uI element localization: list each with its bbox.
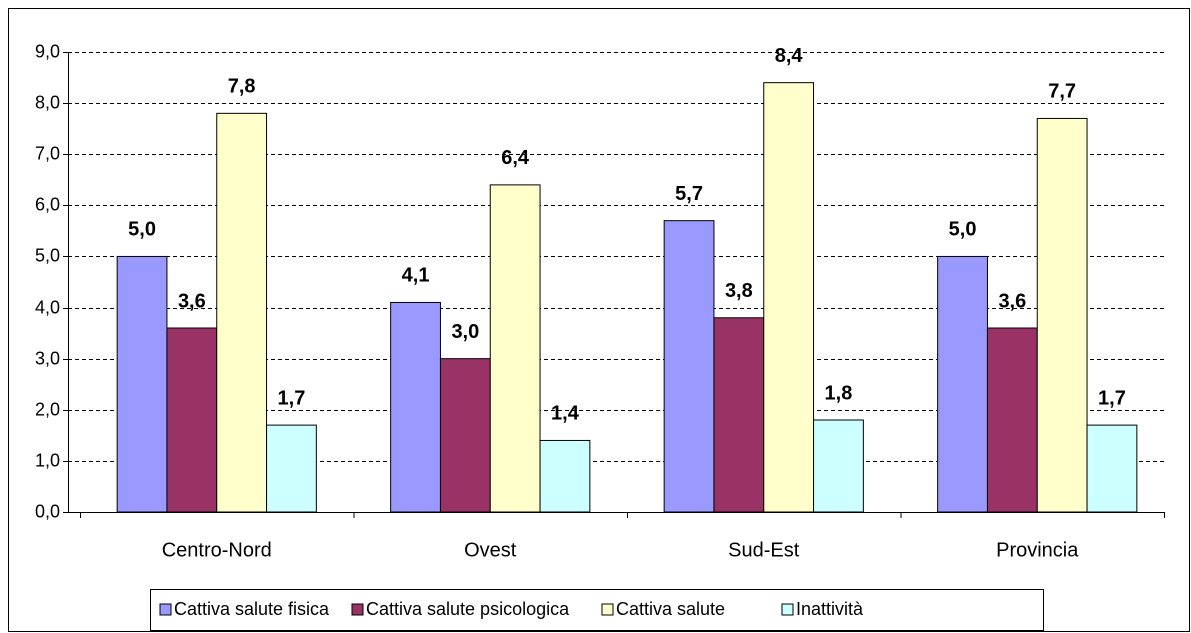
y-tick-label: 6,0 — [35, 194, 60, 214]
value-label: 6,4 — [501, 147, 530, 169]
value-label: 5,7 — [675, 183, 703, 205]
bar — [489, 184, 541, 513]
y-tick-label: 9,0 — [35, 41, 60, 61]
chart-border — [8, 8, 1190, 632]
legend-label: Cattiva salute fisica — [174, 599, 330, 619]
legend-swatch — [159, 603, 172, 616]
x-tick-label: Provincia — [996, 539, 1079, 561]
value-label: 3,6 — [178, 290, 206, 312]
value-label: 3,6 — [998, 290, 1026, 312]
bar — [539, 439, 591, 513]
y-tick-label: 4,0 — [35, 297, 60, 317]
x-tick-label: Centro-Nord — [162, 539, 272, 561]
legend-box — [150, 589, 1044, 631]
value-label: 5,0 — [949, 219, 977, 241]
bar — [1086, 424, 1138, 513]
bar — [1036, 117, 1088, 513]
y-tick-label: 5,0 — [35, 245, 60, 265]
value-label: 4,1 — [402, 265, 430, 287]
legend-swatch — [601, 603, 614, 616]
x-tick-label: Sud-Est — [728, 539, 800, 561]
bar — [116, 255, 168, 513]
value-label: 7,8 — [228, 76, 256, 98]
bar — [763, 82, 815, 513]
x-tick-label: Ovest — [464, 539, 517, 561]
value-label: 3,0 — [451, 321, 479, 343]
value-label: 8,4 — [775, 45, 804, 67]
legend-label: Inattività — [796, 599, 864, 619]
bar — [266, 424, 317, 513]
y-tick-label: 3,0 — [35, 348, 60, 368]
value-label: 1,7 — [278, 387, 306, 409]
y-tick-label: 1,0 — [35, 450, 60, 470]
y-tick-label: 8,0 — [35, 92, 60, 112]
y-tick-label: 7,0 — [35, 143, 60, 163]
value-label: 1,7 — [1098, 387, 1126, 409]
y-tick-label: 2,0 — [35, 399, 60, 419]
bar — [713, 317, 765, 513]
bar — [937, 255, 988, 513]
bar — [166, 327, 218, 513]
value-label: 3,8 — [725, 280, 753, 302]
bar — [986, 327, 1038, 513]
bar — [439, 358, 491, 513]
bar — [216, 112, 268, 513]
value-label: 1,8 — [825, 382, 853, 404]
bar — [663, 220, 715, 513]
legend-swatch — [351, 603, 364, 616]
bar — [390, 301, 441, 513]
value-label: 1,4 — [551, 403, 580, 425]
value-label: 5,0 — [128, 219, 156, 241]
value-label: 7,7 — [1048, 81, 1076, 103]
bar — [813, 419, 864, 513]
legend-label: Cattiva salute psicologica — [366, 599, 570, 619]
legend-swatch — [781, 603, 794, 616]
y-tick-label: 0,0 — [35, 501, 60, 521]
legend-label: Cattiva salute — [616, 599, 725, 619]
